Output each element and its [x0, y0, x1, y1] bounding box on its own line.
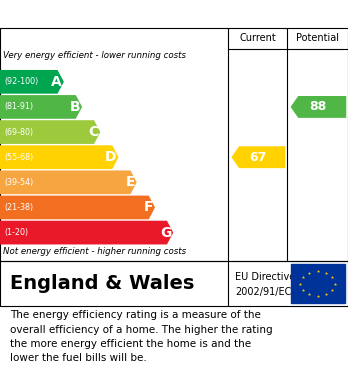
Text: (81-91): (81-91) [4, 102, 33, 111]
Text: (1-20): (1-20) [4, 228, 28, 237]
FancyArrow shape [0, 145, 119, 169]
Text: C: C [88, 125, 98, 139]
Text: B: B [70, 100, 80, 114]
Text: (21-38): (21-38) [4, 203, 33, 212]
FancyArrow shape [0, 196, 155, 219]
Text: England & Wales: England & Wales [10, 274, 195, 293]
Text: (69-80): (69-80) [4, 127, 33, 136]
Text: Current: Current [239, 34, 276, 43]
FancyArrow shape [0, 120, 100, 144]
Text: (92-100): (92-100) [4, 77, 38, 86]
Text: (55-68): (55-68) [4, 153, 33, 162]
Text: Very energy efficient - lower running costs: Very energy efficient - lower running co… [3, 51, 187, 60]
Text: EU Directive: EU Directive [235, 272, 295, 282]
FancyArrow shape [0, 221, 173, 244]
FancyArrow shape [0, 70, 64, 94]
FancyArrow shape [0, 95, 82, 119]
Text: G: G [160, 226, 171, 240]
Text: 2002/91/EC: 2002/91/EC [235, 287, 291, 298]
FancyArrow shape [0, 170, 137, 194]
FancyArrow shape [291, 96, 346, 118]
Text: 67: 67 [249, 151, 266, 164]
Text: Potential: Potential [296, 34, 339, 43]
Text: Energy Efficiency Rating: Energy Efficiency Rating [69, 7, 279, 22]
Text: (39-54): (39-54) [4, 178, 33, 187]
FancyArrow shape [231, 146, 285, 168]
Text: 88: 88 [309, 100, 326, 113]
Text: D: D [105, 150, 117, 164]
Text: A: A [51, 75, 62, 89]
Text: E: E [125, 175, 135, 189]
Text: Not energy efficient - higher running costs: Not energy efficient - higher running co… [3, 247, 187, 256]
Text: F: F [144, 201, 153, 214]
Bar [291, 264, 345, 303]
Text: The energy efficiency rating is a measure of the
overall efficiency of a home. T: The energy efficiency rating is a measur… [10, 310, 273, 364]
